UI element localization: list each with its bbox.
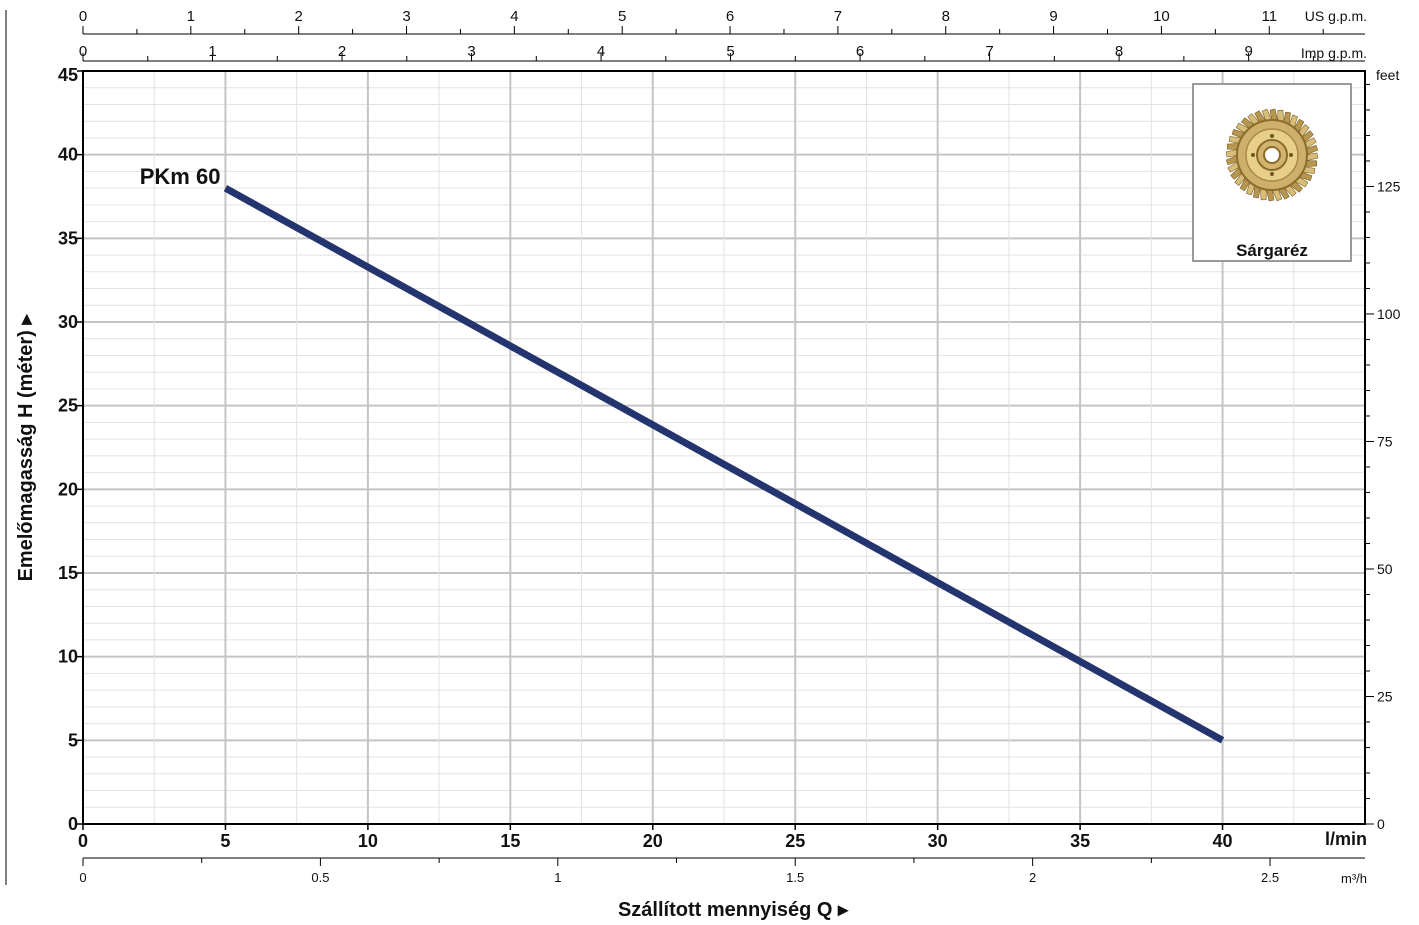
feet-unit: feet bbox=[1376, 67, 1399, 83]
m3h-unit: m³/h bbox=[1341, 871, 1367, 886]
imp-gpm-tick-label: 9 bbox=[1244, 43, 1252, 60]
x-tick-label: 5 bbox=[220, 831, 230, 851]
x-tick-label: 20 bbox=[643, 831, 663, 851]
imp-gpm-tick-label: 5 bbox=[726, 43, 734, 60]
us-gpm-tick-label: 3 bbox=[402, 8, 410, 25]
y-axis-title: Emelőmagasság H (méter) ▸ bbox=[15, 314, 37, 582]
impeller-inset: Sárgaréz bbox=[1192, 83, 1352, 262]
y-tick-label: 40 bbox=[58, 145, 78, 165]
brass-impeller-icon bbox=[1225, 108, 1319, 202]
feet-tick-label: 25 bbox=[1377, 688, 1393, 704]
us-gpm-tick-label: 2 bbox=[295, 8, 303, 25]
imp-gpm-tick-label: 6 bbox=[856, 43, 864, 60]
us-gpm-unit: US g.p.m. bbox=[1305, 8, 1367, 24]
y-tick-label: 10 bbox=[58, 647, 78, 667]
y-tick-label: 45 bbox=[58, 65, 78, 85]
us-gpm-tick-label: 0 bbox=[79, 8, 87, 25]
series-line bbox=[223, 185, 1225, 744]
x-tick-label: 40 bbox=[1213, 831, 1233, 851]
inset-caption: Sárgaréz bbox=[1236, 241, 1308, 260]
us-gpm-tick-label: 5 bbox=[618, 8, 626, 25]
us-gpm-tick-label: 6 bbox=[726, 8, 734, 25]
m3h-tick-label: 1.5 bbox=[786, 870, 804, 885]
m3h-tick-label: 1 bbox=[554, 870, 561, 885]
series-label: PKm 60 bbox=[140, 164, 221, 189]
x-tick-label: 15 bbox=[500, 831, 520, 851]
y-tick-label: 30 bbox=[58, 312, 78, 332]
us-gpm-tick-label: 4 bbox=[510, 8, 518, 25]
us-gpm-tick-label: 7 bbox=[834, 8, 842, 25]
x-tick-label: 0 bbox=[78, 831, 88, 851]
feet-tick-label: 125 bbox=[1377, 178, 1401, 194]
imp-gpm-unit: Imp g.p.m. bbox=[1301, 45, 1367, 61]
lmin-unit: l/min bbox=[1325, 829, 1367, 849]
feet-tick-label: 50 bbox=[1377, 561, 1393, 577]
x-tick-label: 35 bbox=[1070, 831, 1090, 851]
imp-gpm-tick-label: 0 bbox=[79, 43, 87, 60]
y-tick-label: 20 bbox=[58, 479, 78, 499]
y-tick-label: 5 bbox=[68, 730, 78, 750]
imp-gpm-tick-label: 2 bbox=[338, 43, 346, 60]
m3h-tick-label: 0 bbox=[79, 870, 86, 885]
us-gpm-tick-label: 10 bbox=[1153, 8, 1170, 25]
plot-frame bbox=[82, 70, 1366, 825]
imp-gpm-tick-label: 1 bbox=[208, 43, 216, 60]
x-tick-label: 10 bbox=[358, 831, 378, 851]
imp-gpm-tick-label: 8 bbox=[1115, 43, 1123, 60]
feet-tick-label: 0 bbox=[1377, 816, 1385, 832]
y-tick-label: 35 bbox=[58, 228, 78, 248]
imp-gpm-tick-label: 4 bbox=[597, 43, 605, 60]
y-tick-label: 25 bbox=[58, 396, 78, 416]
m3h-tick-label: 2 bbox=[1029, 870, 1036, 885]
feet-tick-label: 75 bbox=[1377, 433, 1393, 449]
imp-gpm-tick-label: 7 bbox=[985, 43, 993, 60]
feet-tick-label: 100 bbox=[1377, 306, 1401, 322]
y-tick-label: 0 bbox=[68, 814, 78, 834]
imp-gpm-tick-label: 3 bbox=[467, 43, 475, 60]
us-gpm-tick-label: 8 bbox=[942, 8, 950, 25]
us-gpm-tick-label: 9 bbox=[1049, 8, 1057, 25]
y-tick-label: 15 bbox=[58, 563, 78, 583]
m3h-tick-label: 0.5 bbox=[311, 870, 329, 885]
x-tick-label: 25 bbox=[785, 831, 805, 851]
m3h-tick-label: 2.5 bbox=[1261, 870, 1279, 885]
x-tick-label: 30 bbox=[928, 831, 948, 851]
series: PKm 60 bbox=[140, 164, 1225, 744]
x-axis-title: Szállított mennyiség Q ▸ bbox=[618, 899, 849, 921]
us-gpm-tick-label: 1 bbox=[187, 8, 195, 25]
us-gpm-tick-label: 11 bbox=[1261, 8, 1277, 25]
